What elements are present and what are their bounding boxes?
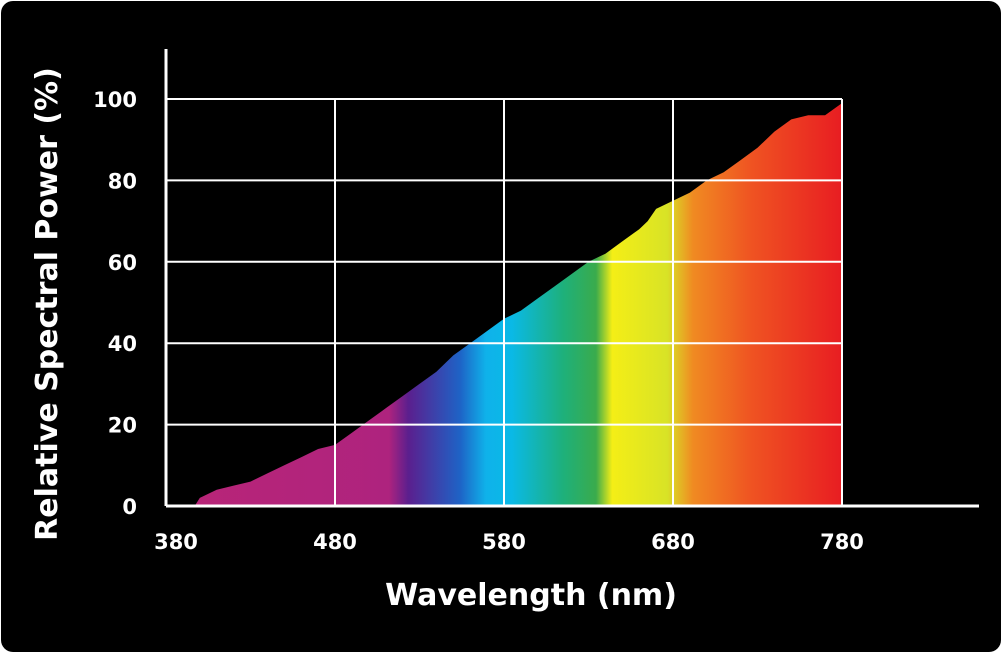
y-tick-label: 80: [108, 169, 137, 193]
y-tick-label: 40: [108, 332, 137, 356]
x-tick-labels: 380 480 580 680 780: [154, 530, 864, 554]
x-tick-label: 580: [482, 530, 526, 554]
y-tick-labels: 0 20 40 60 80 100: [93, 88, 137, 519]
x-tick-label: 680: [651, 530, 695, 554]
x-axis-title: Wavelength (nm): [385, 578, 677, 613]
y-axis-title: Relative Spectral Power (%): [30, 67, 65, 541]
y-tick-label: 100: [93, 88, 137, 112]
x-tick-label: 380: [154, 530, 198, 554]
spectrum-area: [194, 103, 842, 506]
y-tick-label: 0: [122, 495, 137, 519]
x-tick-label: 780: [820, 530, 864, 554]
y-tick-label: 20: [108, 414, 137, 438]
x-tick-label: 480: [313, 530, 357, 554]
y-tick-label: 60: [108, 251, 137, 275]
gridlines: [166, 98, 843, 506]
